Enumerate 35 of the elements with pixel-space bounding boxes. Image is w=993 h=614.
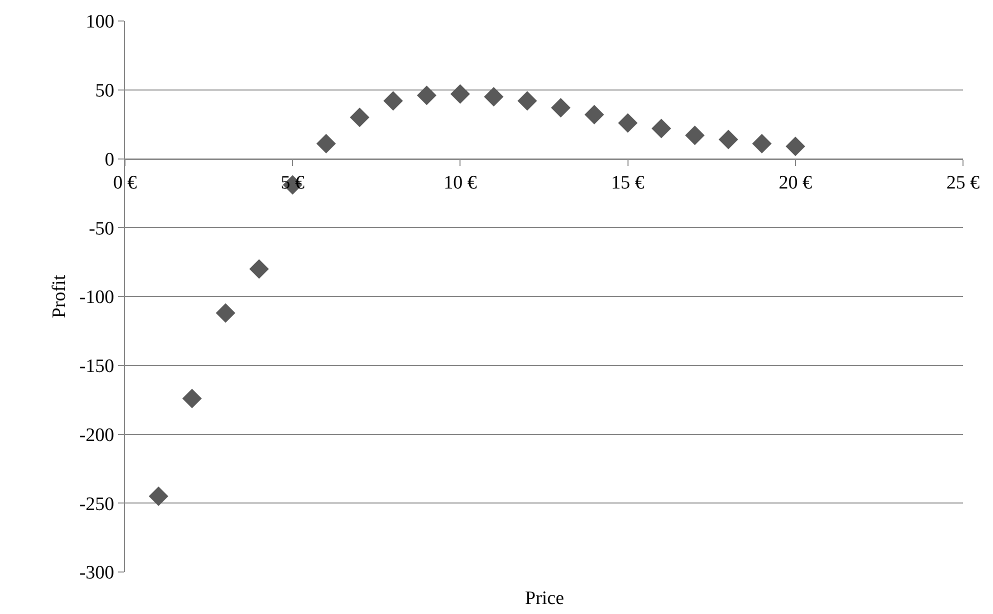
- x-tick-label: 15 €: [611, 172, 645, 194]
- y-axis-title: Profit: [49, 274, 70, 318]
- point: [652, 118, 672, 138]
- point: [148, 486, 168, 506]
- x-tick-label: 0 €: [113, 172, 138, 194]
- point: [786, 136, 806, 156]
- point: [618, 113, 638, 133]
- point: [718, 130, 738, 150]
- x-tick-label: 10 €: [444, 172, 478, 194]
- point: [350, 108, 370, 128]
- point: [216, 303, 236, 323]
- point: [249, 259, 269, 279]
- y-tick-label: 50: [95, 80, 114, 102]
- y-tick-label: 100: [86, 12, 114, 33]
- point: [584, 104, 604, 124]
- point: [316, 134, 336, 154]
- point: [517, 91, 537, 111]
- y-tick-label: -50: [88, 218, 114, 240]
- point: [551, 98, 571, 118]
- y-tick-label: 0: [104, 149, 114, 170]
- point: [752, 134, 772, 154]
- point: [182, 388, 202, 408]
- y-tick-label: -200: [79, 424, 114, 446]
- x-axis-title: Price: [525, 588, 564, 609]
- point: [484, 87, 504, 107]
- point: [685, 126, 705, 146]
- y-tick-label: -250: [79, 494, 114, 515]
- x-tick-label: 25 €: [946, 172, 980, 194]
- y-tick-label: -100: [79, 287, 114, 308]
- point: [416, 86, 436, 106]
- point: [383, 91, 403, 111]
- point: [450, 84, 470, 104]
- x-tick-label: 20 €: [778, 172, 813, 194]
- y-tick-label: -150: [79, 356, 114, 378]
- y-tick-label: -300: [79, 562, 114, 584]
